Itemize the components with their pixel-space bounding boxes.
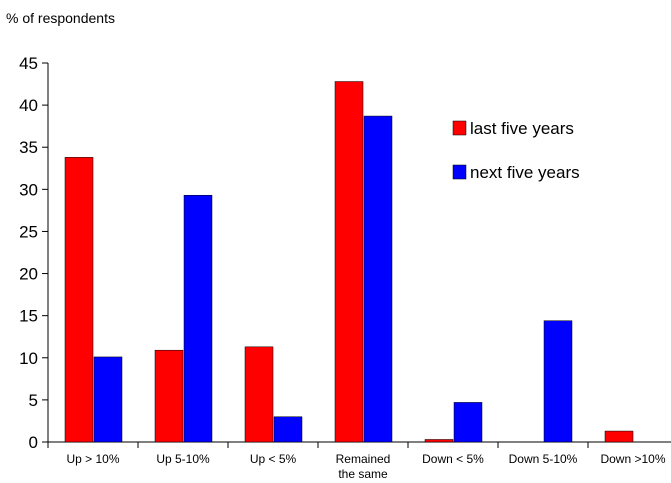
x-category-label: Up < 5%	[250, 452, 297, 466]
y-tick-label: 5	[29, 391, 38, 410]
y-tick-label: 15	[19, 307, 38, 326]
y-tick-label: 40	[19, 96, 38, 115]
bar-last-2	[244, 346, 274, 443]
bar-last-6	[604, 430, 634, 443]
bar-next-0	[93, 356, 123, 443]
x-category-label: Down < 5%	[422, 452, 484, 466]
plot-area: 0 5 10 15 20 25 30 35 40 45 Up > 10% Up 5-10% Up < 5…	[19, 54, 671, 481]
bar-last-4	[424, 439, 454, 443]
legend-label-0: last five years	[470, 119, 574, 138]
bar-next-5	[543, 320, 573, 443]
legend-label-1: next five years	[470, 163, 580, 182]
x-category-label: the same	[338, 467, 388, 481]
x-category-label: Up > 10%	[66, 452, 119, 466]
legend-swatch-1	[452, 164, 467, 180]
bar-next-4	[453, 402, 483, 443]
x-category-label: Remained	[336, 452, 391, 466]
x-category-label: Up 5-10%	[156, 452, 210, 466]
bar-next-1	[183, 194, 213, 443]
y-tick-label: 45	[19, 54, 38, 73]
bar-next-2	[273, 416, 303, 443]
bar-last-0	[64, 157, 94, 443]
bar-next-3	[363, 115, 393, 443]
x-category-label: Down 5-10%	[509, 452, 578, 466]
legend-swatch-0	[452, 120, 467, 136]
y-tick-label: 25	[19, 222, 38, 241]
y-axis-label: % of respondents	[6, 10, 115, 26]
bar-last-3	[334, 81, 364, 443]
y-tick-label: 20	[19, 265, 38, 284]
x-category-label: Down >10%	[600, 452, 665, 466]
y-tick-label: 30	[19, 180, 38, 199]
bar-last-1	[154, 349, 184, 443]
y-tick-label: 35	[19, 138, 38, 157]
y-tick-label: 0	[29, 433, 38, 452]
y-tick-label: 10	[19, 349, 38, 368]
